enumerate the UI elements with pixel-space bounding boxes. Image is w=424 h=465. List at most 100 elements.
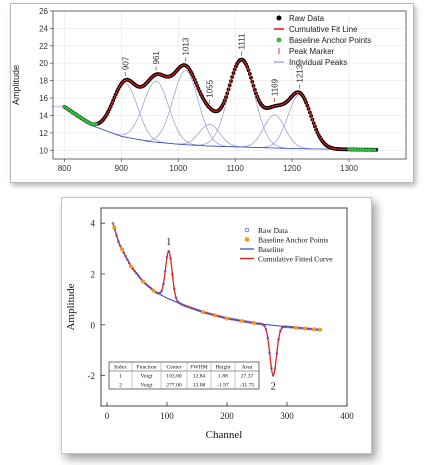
x-tick-label: 1100 bbox=[227, 164, 245, 173]
raw-data-point bbox=[217, 315, 221, 318]
raw-data-point bbox=[261, 323, 264, 326]
x-axis-title: Channel bbox=[206, 429, 243, 441]
raw-data-point bbox=[133, 269, 136, 273]
raw-data-point bbox=[138, 276, 142, 280]
raw-data-point bbox=[288, 325, 291, 329]
raw-data-point bbox=[169, 257, 172, 260]
peak-table: Index 1 2 Function Voigt Voigt Center 103.00 277… bbox=[108, 361, 260, 390]
x-tick-label: 0 bbox=[105, 411, 110, 421]
x-tick-label: 400 bbox=[340, 411, 354, 421]
baseline-anchor-point bbox=[62, 105, 66, 109]
raw-data-point bbox=[147, 285, 151, 289]
raw-data-point bbox=[266, 336, 270, 340]
raw-data-point bbox=[275, 352, 279, 355]
legend-symbol-raw bbox=[276, 15, 282, 21]
raw-data-point bbox=[122, 251, 126, 255]
x-tick-label: 1200 bbox=[283, 164, 301, 173]
raw-data-point bbox=[207, 312, 210, 315]
legend-label: Baseline Anchor Points bbox=[258, 236, 328, 245]
baseline-anchor-point bbox=[71, 111, 76, 115]
table-cell: 13.08 bbox=[193, 383, 206, 389]
table-cell: 12.84 bbox=[193, 374, 206, 380]
baseline-anchor-point bbox=[78, 115, 82, 119]
table-cell: 27.37 bbox=[241, 374, 254, 380]
raw-data-point bbox=[172, 287, 176, 291]
table-header-cell: FWHM bbox=[190, 365, 207, 371]
cumulative-fit-line bbox=[64, 59, 377, 151]
y-tick-label: 12 bbox=[39, 129, 48, 138]
raw-data-point bbox=[118, 244, 122, 248]
x-tick-label: 100 bbox=[160, 411, 174, 421]
raw-data-point bbox=[131, 267, 135, 271]
legend-symbol-raw bbox=[244, 227, 250, 233]
legend-symbol-anchor bbox=[244, 237, 250, 242]
y-tick-label: 20 bbox=[39, 59, 48, 68]
y-axis-title: Amplitude bbox=[65, 283, 77, 330]
legend-label: Raw Data bbox=[289, 14, 325, 23]
raw-data-point bbox=[235, 318, 239, 322]
y-tick-label: 26 bbox=[39, 7, 48, 16]
x-tick-label: 1000 bbox=[169, 164, 187, 173]
raw-data-point bbox=[117, 240, 120, 243]
raw-data-point bbox=[205, 311, 208, 315]
raw-data-point bbox=[149, 286, 153, 290]
raw-data-point bbox=[298, 326, 302, 330]
y-tick-label: 24 bbox=[39, 24, 48, 33]
x-tick-label: 200 bbox=[220, 411, 234, 421]
raw-data-point bbox=[286, 325, 289, 329]
table-header-cell: Area bbox=[242, 365, 253, 371]
baseline-anchor-point bbox=[364, 148, 368, 152]
raw-data-point bbox=[268, 351, 271, 355]
legend-label: Raw Data bbox=[258, 226, 288, 235]
raw-data-point bbox=[232, 318, 235, 321]
baseline-anchor-point bbox=[74, 112, 78, 116]
baseline-anchor-point bbox=[356, 148, 360, 152]
individual-peak-1111 bbox=[167, 59, 316, 150]
baseline-anchor-point bbox=[129, 264, 133, 269]
baseline-anchor-point bbox=[151, 288, 156, 293]
plot-frame bbox=[52, 10, 407, 160]
raw-data-point bbox=[271, 373, 275, 377]
raw-data-point bbox=[259, 322, 262, 326]
raw-data-point bbox=[219, 315, 223, 319]
raw-data-point bbox=[163, 269, 167, 273]
baseline-anchor-point bbox=[120, 247, 124, 252]
legend-label: Cumulative Fitted Curve bbox=[258, 255, 333, 264]
raw-data-point bbox=[144, 282, 147, 285]
chart-panel-top: 10 12 14 16 18 20 22 24 26 800 900 1000 1100 1200 1300… bbox=[10, 3, 414, 183]
table-cell: 103.00 bbox=[166, 374, 182, 380]
baseline-anchor-point bbox=[141, 279, 145, 284]
baseline-anchor-point bbox=[350, 147, 354, 152]
raw-data-point bbox=[307, 327, 311, 331]
cumulative-fitted-curve bbox=[112, 223, 320, 377]
peak-label: 961 bbox=[152, 51, 161, 65]
baseline-anchor-point bbox=[370, 148, 374, 152]
raw-data-point bbox=[279, 329, 282, 333]
raw-data-point bbox=[171, 273, 174, 276]
raw-data-point bbox=[289, 325, 293, 329]
chart-svg-top: 10 12 14 16 18 20 22 24 26 800 900 1000 1100 1200 1300… bbox=[11, 7, 407, 173]
table-cell: 2 bbox=[119, 383, 122, 389]
y-tick-label: 18 bbox=[39, 77, 48, 86]
raw-data-point bbox=[277, 337, 280, 341]
baseline-anchor-point bbox=[201, 310, 205, 315]
raw-data-point bbox=[248, 320, 252, 324]
table-cell: -1.97 bbox=[217, 383, 229, 389]
baseline-anchor-point bbox=[353, 147, 357, 152]
baseline-anchor-point bbox=[358, 148, 363, 152]
legend-item: Cumulative Fitted Curve bbox=[240, 255, 333, 264]
table-cell: 277.00 bbox=[166, 383, 182, 389]
table-header-cell: Height bbox=[215, 365, 231, 371]
legend-label: Baseline Anchor Points bbox=[289, 36, 371, 45]
x-tick-label: 300 bbox=[280, 411, 294, 421]
plot-frame bbox=[100, 207, 348, 407]
y-tick-label: 22 bbox=[39, 42, 48, 51]
legend-label: Individual Peaks bbox=[289, 58, 347, 67]
raw-data-point bbox=[162, 282, 165, 286]
peak-label: 1169 bbox=[270, 78, 279, 96]
raw-data-point bbox=[230, 317, 234, 321]
raw-data-point bbox=[210, 313, 214, 316]
individual-peak-1213 bbox=[225, 94, 374, 151]
legend-item: Baseline Anchor Points bbox=[244, 236, 328, 245]
raw-data-point bbox=[270, 366, 273, 370]
